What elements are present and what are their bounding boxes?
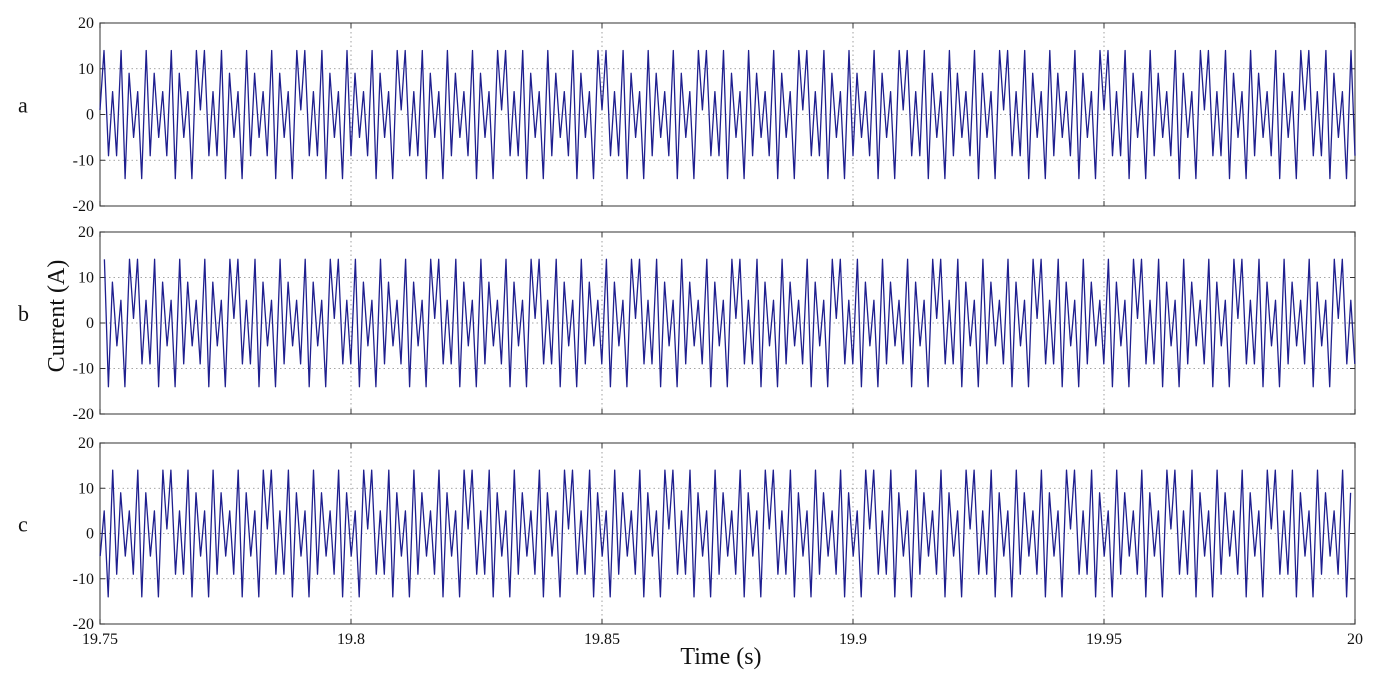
- panel-label-a: a: [18, 93, 28, 118]
- y-tick-label: 10: [78, 480, 94, 497]
- series-line-phase-c: [99, 469, 1352, 598]
- y-tick-label: 0: [86, 107, 94, 124]
- y-tick-label: -10: [73, 152, 94, 169]
- chart-panels: 20 10 0 -10 -20 a 20 10 0 -10 -20 b 20 10 0 -10 -20 c 19.7…: [18, 15, 1363, 648]
- panel-b: 20 10 0 -10 -20 b: [18, 224, 1356, 423]
- y-tick-label: -20: [73, 406, 94, 423]
- series-line-phase-a: [99, 49, 1356, 180]
- y-tick-label: 0: [86, 526, 94, 543]
- panel-c: 20 10 0 -10 -20 c 19.75 19.8 19.85 19.9 19.95 20: [18, 435, 1363, 648]
- x-tick-label: 19.95: [1086, 631, 1122, 648]
- x-tick-label: 19.9: [839, 631, 867, 648]
- y-tick-label: -20: [73, 616, 94, 633]
- y-tick-label: 10: [78, 61, 94, 78]
- y-tick-label: -10: [73, 571, 94, 588]
- y-tick-label: 20: [78, 224, 94, 241]
- panel-label-c: c: [18, 512, 28, 537]
- x-tick-label: 19.8: [337, 631, 365, 648]
- x-axis-title: Time (s): [680, 644, 761, 670]
- y-tick-label: 20: [78, 435, 94, 452]
- panel-a: 20 10 0 -10 -20 a: [18, 15, 1356, 215]
- y-axis-title: Current (A): [44, 260, 70, 373]
- series-line-phase-b: [103, 258, 1356, 388]
- x-tick-label: 19.85: [584, 631, 620, 648]
- y-tick-label: 10: [78, 270, 94, 287]
- panel-label-b: b: [18, 301, 29, 326]
- y-tick-label: 20: [78, 15, 94, 32]
- y-tick-label: 0: [86, 315, 94, 332]
- y-tick-label: -20: [73, 198, 94, 215]
- y-tick-label: -10: [73, 361, 94, 378]
- x-tick-label: 19.75: [82, 631, 118, 648]
- x-tick-label: 20: [1347, 631, 1363, 648]
